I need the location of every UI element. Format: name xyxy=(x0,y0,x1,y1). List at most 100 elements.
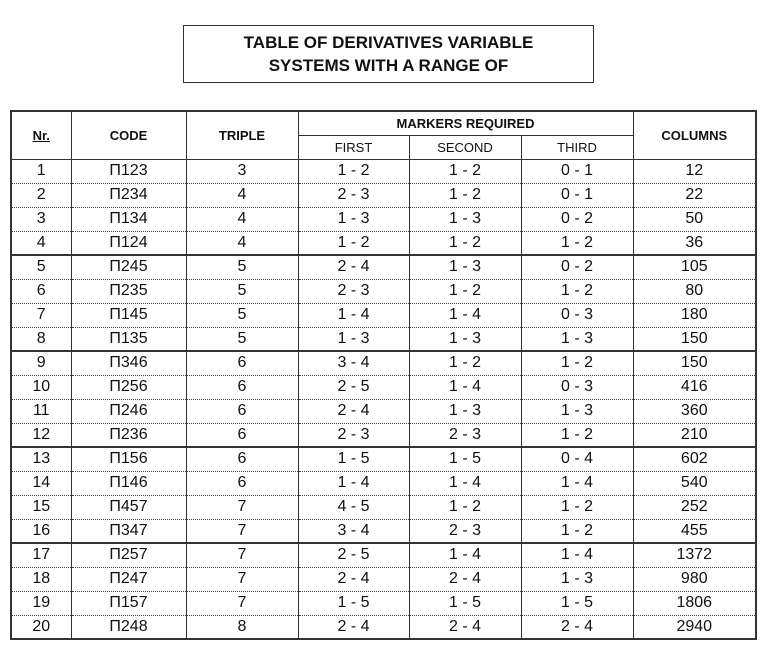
nr-cell: 5 xyxy=(10,255,72,280)
code-cell: П123 xyxy=(70,159,187,184)
code-cell: П245 xyxy=(70,255,187,280)
second-cell: 1 - 2 xyxy=(408,351,522,376)
columns-cell: 12 xyxy=(632,159,757,184)
code-cell: П235 xyxy=(70,279,187,304)
title-line: TABLE OF DERIVATIVES VARIABLE xyxy=(243,33,534,52)
nr-cell: 16 xyxy=(10,519,72,544)
code-cell: П347 xyxy=(70,519,187,544)
code-cell: П146 xyxy=(70,471,187,496)
columns-cell: 455 xyxy=(632,519,757,544)
second-cell: 1 - 2 xyxy=(408,183,522,208)
columns-cell: 105 xyxy=(632,255,757,280)
nr-cell: 3 xyxy=(10,207,72,232)
first-cell: 1 - 5 xyxy=(297,591,410,616)
second-cell: 1 - 2 xyxy=(408,231,522,256)
third-cell: 1 - 2 xyxy=(520,495,634,520)
triple-cell: 7 xyxy=(185,567,299,592)
first-cell: 4 - 5 xyxy=(297,495,410,520)
columns-cell: 2940 xyxy=(632,615,757,640)
triple-cell: 4 xyxy=(185,231,299,256)
second-cell: 2 - 3 xyxy=(408,423,522,448)
first-cell: 1 - 3 xyxy=(297,207,410,232)
columns-cell: 252 xyxy=(632,495,757,520)
nr-cell: 17 xyxy=(10,543,72,568)
third-cell: 1 - 3 xyxy=(520,399,634,424)
first-cell: 2 - 4 xyxy=(297,255,410,280)
triple-cell: 6 xyxy=(185,399,299,424)
first-cell: 3 - 4 xyxy=(297,351,410,376)
nr-cell: 18 xyxy=(10,567,72,592)
third-cell: 1 - 3 xyxy=(520,567,634,592)
first-cell: 1 - 4 xyxy=(297,303,410,328)
columns-cell: 1372 xyxy=(632,543,757,568)
header-cell: Nr. xyxy=(10,110,72,160)
third-cell: 0 - 3 xyxy=(520,375,634,400)
columns-cell: 540 xyxy=(632,471,757,496)
nr-cell: 2 xyxy=(10,183,72,208)
header-cell: TRIPLE xyxy=(185,110,299,160)
header-cell: SECOND xyxy=(408,134,522,160)
second-cell: 1 - 3 xyxy=(408,327,522,352)
triple-cell: 6 xyxy=(185,375,299,400)
nr-cell: 8 xyxy=(10,327,72,352)
third-cell: 1 - 3 xyxy=(520,327,634,352)
nr-cell: 11 xyxy=(10,399,72,424)
third-cell: 1 - 2 xyxy=(520,351,634,376)
header-cell: CODE xyxy=(70,110,187,160)
nr-cell: 12 xyxy=(10,423,72,448)
triple-cell: 5 xyxy=(185,327,299,352)
columns-cell: 180 xyxy=(632,303,757,328)
second-cell: 1 - 5 xyxy=(408,591,522,616)
second-cell: 2 - 4 xyxy=(408,567,522,592)
nr-cell: 1 xyxy=(10,159,72,184)
code-cell: П346 xyxy=(70,351,187,376)
second-cell: 1 - 3 xyxy=(408,255,522,280)
derivatives-table: Nr. CODE TRIPLE MARKERS REQUIRED COLUMNS… xyxy=(10,110,758,640)
third-cell: 1 - 2 xyxy=(520,519,634,544)
code-cell: П236 xyxy=(70,423,187,448)
second-cell: 1 - 2 xyxy=(408,279,522,304)
columns-cell: 602 xyxy=(632,447,757,472)
first-cell: 2 - 3 xyxy=(297,423,410,448)
second-cell: 1 - 2 xyxy=(408,495,522,520)
header-text: Nr. xyxy=(32,127,50,143)
triple-cell: 7 xyxy=(185,543,299,568)
triple-cell: 4 xyxy=(185,207,299,232)
second-cell: 1 - 3 xyxy=(408,399,522,424)
first-cell: 2 - 3 xyxy=(297,279,410,304)
header-cell: THIRD xyxy=(520,134,634,160)
first-cell: 3 - 4 xyxy=(297,519,410,544)
nr-cell: 6 xyxy=(10,279,72,304)
columns-cell: 150 xyxy=(632,327,757,352)
first-cell: 2 - 3 xyxy=(297,183,410,208)
first-cell: 1 - 2 xyxy=(297,159,410,184)
third-cell: 1 - 4 xyxy=(520,543,634,568)
columns-cell: 416 xyxy=(632,375,757,400)
nr-cell: 20 xyxy=(10,615,72,640)
third-cell: 1 - 4 xyxy=(520,471,634,496)
second-cell: 1 - 3 xyxy=(408,207,522,232)
first-cell: 2 - 4 xyxy=(297,615,410,640)
columns-cell: 50 xyxy=(632,207,757,232)
code-cell: П157 xyxy=(70,591,187,616)
nr-cell: 7 xyxy=(10,303,72,328)
second-cell: 2 - 3 xyxy=(408,519,522,544)
second-cell: 2 - 4 xyxy=(408,615,522,640)
code-cell: П134 xyxy=(70,207,187,232)
nr-cell: 4 xyxy=(10,231,72,256)
triple-cell: 6 xyxy=(185,447,299,472)
third-cell: 0 - 4 xyxy=(520,447,634,472)
third-cell: 0 - 1 xyxy=(520,183,634,208)
second-cell: 1 - 2 xyxy=(408,159,522,184)
